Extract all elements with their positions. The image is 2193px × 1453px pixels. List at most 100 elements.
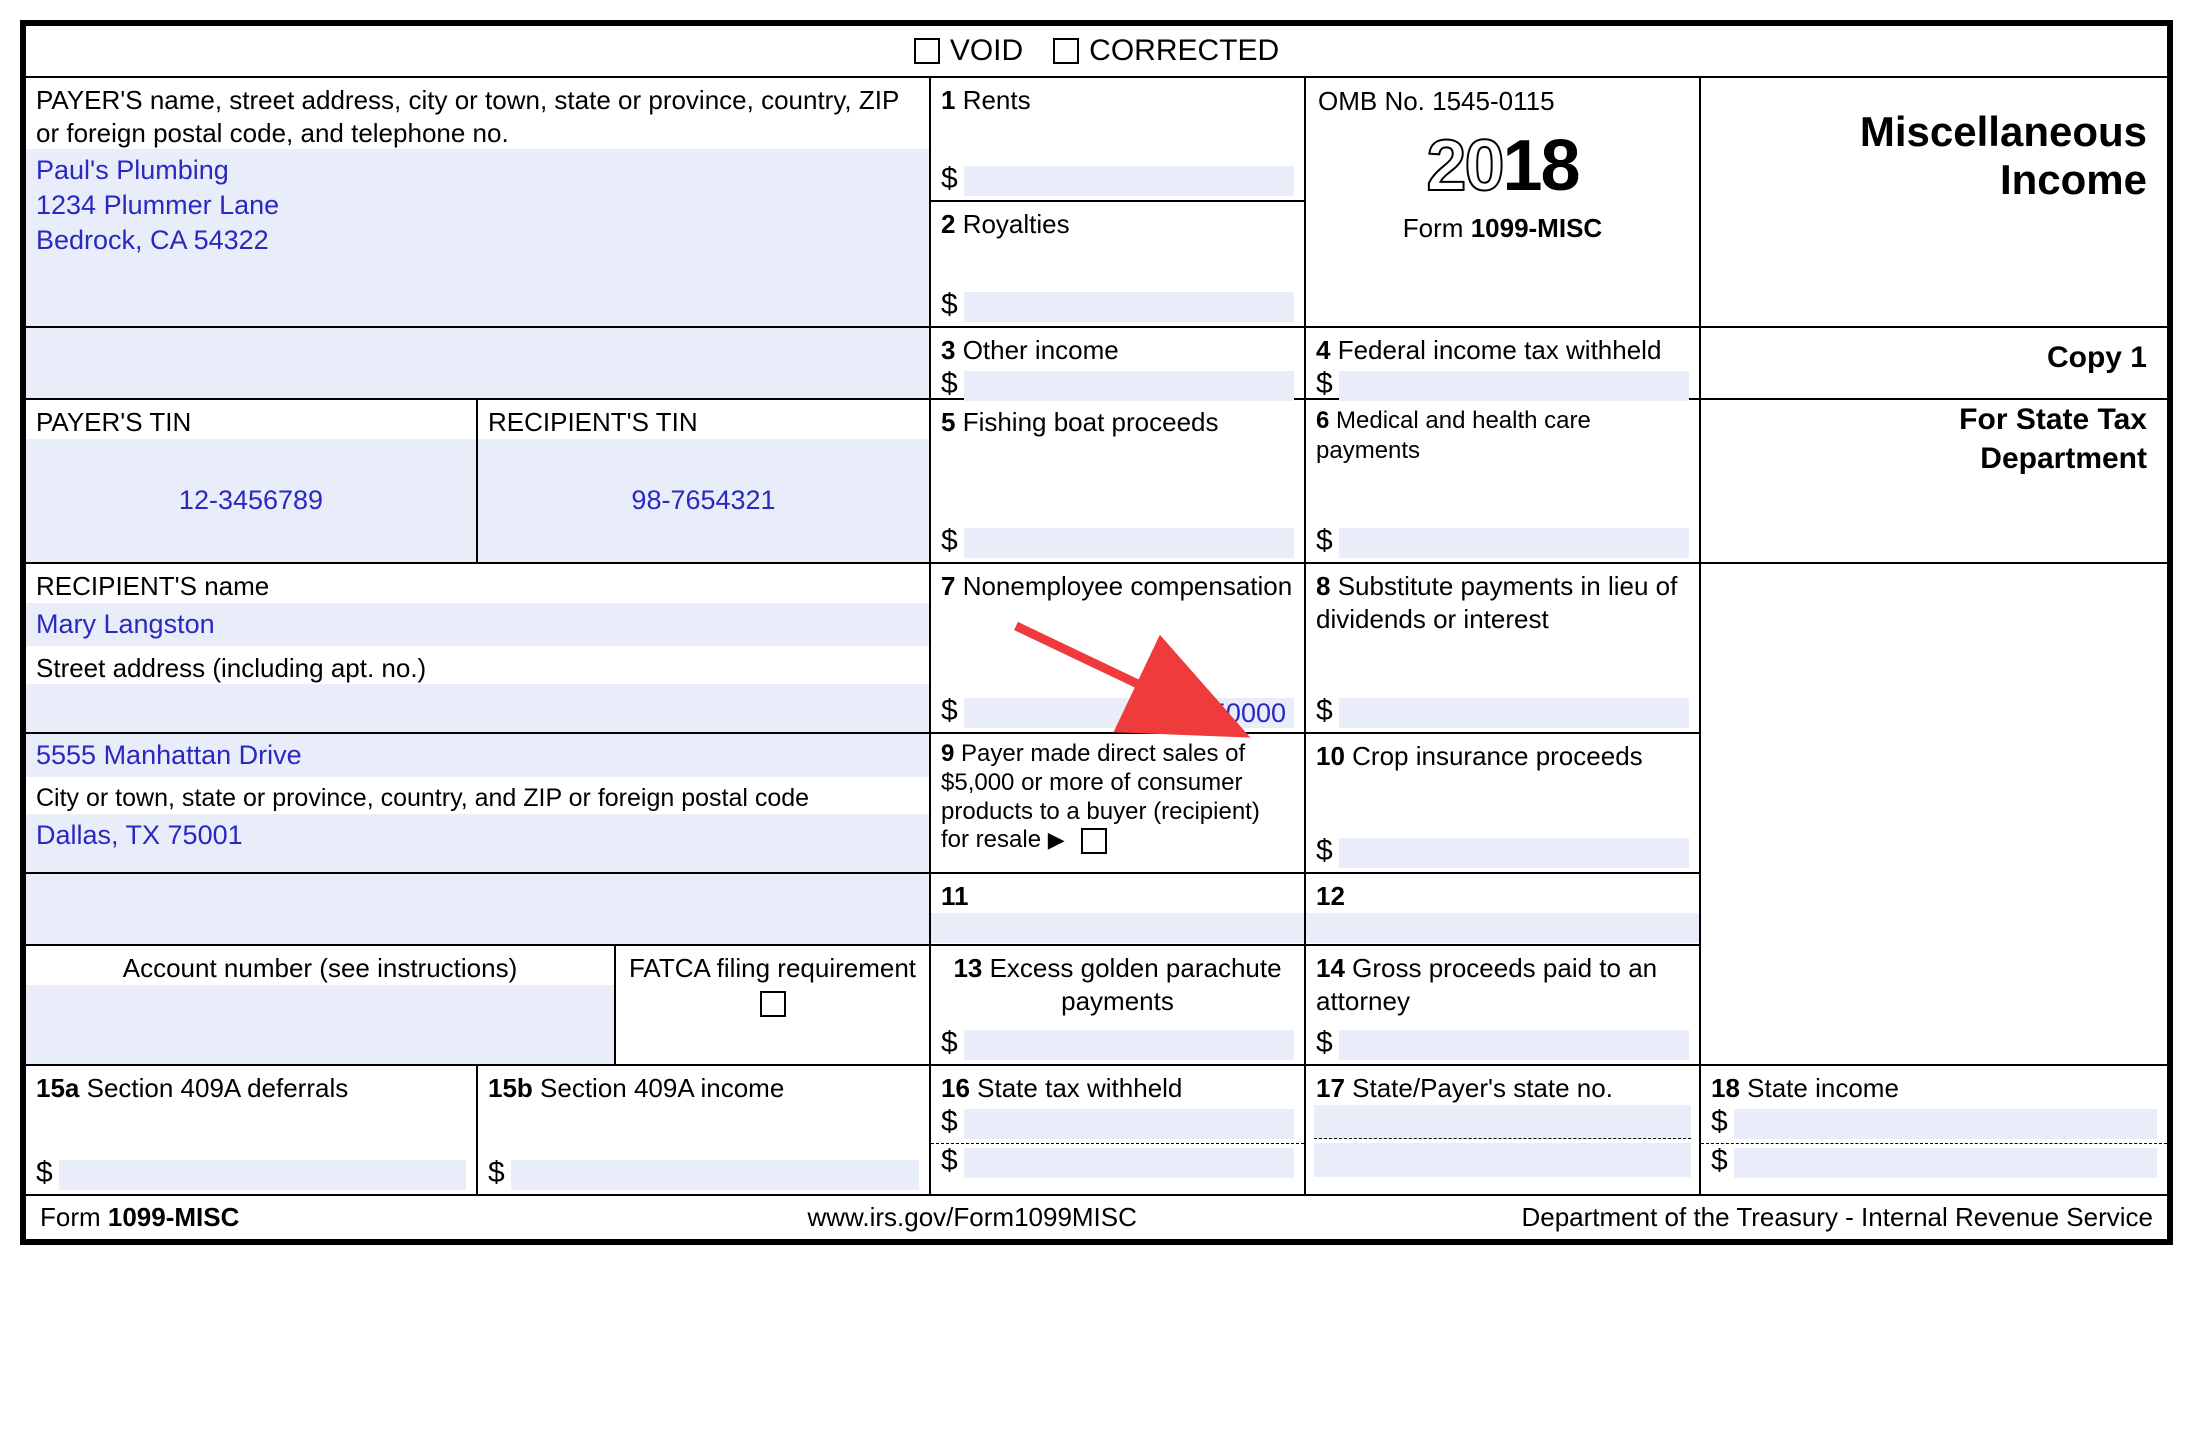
box18-label: State income — [1747, 1073, 1899, 1103]
account-number-field[interactable] — [26, 985, 614, 1065]
box6-label: Medical and health care payments — [1316, 407, 1591, 464]
corrected-checkbox[interactable] — [1053, 38, 1079, 64]
payer-info-cont — [26, 328, 929, 398]
form-name: Form 1099-MISC — [1306, 213, 1699, 254]
year-solid: 18 — [1503, 126, 1579, 206]
recipient-street-partial — [26, 684, 929, 732]
box-2: 2 Royalties $ — [931, 202, 1304, 326]
box6-field[interactable] — [1339, 528, 1689, 558]
box-12: 12 — [1306, 874, 1701, 946]
recipient-street[interactable]: 5555 Manhattan Drive — [26, 734, 929, 777]
box17-field-1[interactable] — [1314, 1105, 1691, 1139]
recipient-city-cont — [26, 874, 929, 944]
payer-block: PAYER'S name, street address, city or to… — [26, 78, 931, 326]
box3-field[interactable] — [964, 371, 1294, 401]
copy-line1: Copy 1 — [1701, 338, 2147, 377]
title-line1: Miscellaneous — [1701, 108, 2147, 156]
account-number-block: Account number (see instructions) — [26, 946, 616, 1064]
box10-field[interactable] — [1339, 838, 1689, 868]
footer-right: Department of the Treasury - Internal Re… — [1283, 1202, 2153, 1233]
box9-checkbox[interactable] — [1081, 828, 1107, 854]
copy-block-mid: For State Tax Department — [1701, 400, 2167, 562]
city-label: City or town, state or province, country… — [26, 777, 929, 814]
box5-label: Fishing boat proceeds — [963, 407, 1219, 437]
copy-line3: Department — [1701, 439, 2147, 478]
box1-field[interactable] — [964, 166, 1294, 196]
form-name-bold: 1099-MISC — [1471, 213, 1603, 243]
footer-left-prefix: Form — [40, 1202, 108, 1232]
box7-label: Nonemployee compensation — [963, 571, 1293, 601]
box5-field[interactable] — [964, 528, 1294, 558]
box15b-field[interactable] — [511, 1160, 919, 1190]
year-outline: 20 — [1426, 126, 1502, 206]
box4-field[interactable] — [1339, 371, 1689, 401]
right-blank-4 — [1701, 946, 2167, 1064]
payer-info[interactable]: Paul's Plumbing 1234 Plummer Lane Bedroc… — [26, 149, 929, 326]
box-7: 7 Nonemployee compensation $50000 — [931, 564, 1306, 734]
form-name-prefix: Form — [1403, 213, 1471, 243]
box-8: 8 Substitute payments in lieu of dividen… — [1306, 564, 1701, 734]
box-6: 6 Medical and health care payments $ — [1306, 400, 1701, 562]
box18-field-1[interactable] — [1734, 1109, 2157, 1139]
box2-label: Royalties — [963, 209, 1070, 239]
right-blank-3 — [1701, 874, 2167, 946]
box11-field — [931, 913, 1304, 943]
box7-field[interactable]: 50000 — [964, 698, 1294, 728]
box12-field — [1306, 913, 1699, 943]
copy-line2: For State Tax — [1701, 400, 2147, 439]
payer-addr2: Bedrock, CA 54322 — [36, 223, 919, 258]
footer-left: Form 1099-MISC — [40, 1202, 661, 1233]
row-11-12-left — [26, 874, 931, 946]
box-1: 1 Rents $ — [931, 78, 1304, 202]
box16-label: State tax withheld — [977, 1073, 1182, 1103]
omb-year-block: OMB No. 1545-0115 2018 Form 1099-MISC — [1306, 78, 1701, 326]
copy-block-top: Copy 1 — [1701, 328, 2167, 398]
box16-field-2[interactable] — [964, 1148, 1294, 1178]
payer-tin[interactable]: 12-3456789 — [26, 439, 476, 563]
street-label: Street address (including apt. no.) — [26, 646, 929, 685]
corrected-checkbox-group: CORRECTED — [1053, 34, 1279, 68]
box14-label: Gross proceeds paid to an attorney — [1316, 953, 1657, 1016]
void-checkbox-group: VOID — [914, 34, 1023, 68]
omb-number: OMB No. 1545-0115 — [1306, 78, 1699, 125]
recipient-tin-block: RECIPIENT'S TIN 98-7654321 — [478, 400, 931, 562]
box8-field[interactable] — [1339, 698, 1689, 728]
void-label: VOID — [950, 34, 1023, 68]
box1-label: Rents — [963, 85, 1031, 115]
box-10: 10 Crop insurance proceeds $ — [1306, 734, 1701, 874]
payer-tin-block: PAYER'S TIN 12-3456789 — [26, 400, 478, 562]
box-15a: 15a Section 409A deferrals $ — [26, 1066, 478, 1194]
box16-field-1[interactable] — [964, 1109, 1294, 1139]
fatca-block: FATCA filing requirement — [616, 946, 931, 1064]
recipient-tin[interactable]: 98-7654321 — [478, 439, 929, 563]
box-3: 3 Other income $ — [931, 328, 1306, 398]
box15a-field[interactable] — [59, 1160, 466, 1190]
payer-header: PAYER'S name, street address, city or to… — [26, 78, 929, 149]
box17-field-2[interactable] — [1314, 1143, 1691, 1177]
void-checkbox[interactable] — [914, 38, 940, 64]
box17-label: State/Payer's state no. — [1352, 1073, 1613, 1103]
box2-field[interactable] — [964, 292, 1294, 322]
recipient-address-block: 5555 Manhattan Drive City or town, state… — [26, 734, 931, 874]
right-blank-1 — [1701, 564, 2167, 734]
recipient-city[interactable]: Dallas, TX 75001 — [26, 814, 929, 872]
box-4: 4 Federal income tax withheld $ — [1306, 328, 1701, 398]
recipient-tin-label: RECIPIENT'S TIN — [478, 400, 929, 439]
box3-label: Other income — [963, 335, 1119, 365]
title-line2: Income — [1701, 156, 2147, 204]
boxes-1-2: 1 Rents $ 2 Royalties $ — [931, 78, 1306, 326]
box15b-label: Section 409A income — [540, 1073, 784, 1103]
form-1099-misc: VOID CORRECTED PAYER'S name, street addr… — [20, 20, 2173, 1245]
recipient-name[interactable]: Mary Langston — [26, 603, 929, 646]
box14-field[interactable] — [1339, 1030, 1689, 1060]
box18-field-2[interactable] — [1734, 1148, 2157, 1178]
box-9: 9 Payer made direct sales of $5,000 or m… — [931, 734, 1306, 874]
box13-field[interactable] — [964, 1030, 1294, 1060]
footer-center: www.irs.gov/Form1099MISC — [661, 1202, 1282, 1233]
form-footer: Form 1099-MISC www.irs.gov/Form1099MISC … — [26, 1194, 2167, 1239]
payer-addr1: 1234 Plummer Lane — [36, 188, 919, 223]
corrected-label: CORRECTED — [1089, 34, 1279, 68]
fatca-label: FATCA filing requirement — [619, 946, 926, 985]
fatca-checkbox[interactable] — [760, 991, 786, 1017]
tax-year: 2018 — [1306, 125, 1699, 213]
